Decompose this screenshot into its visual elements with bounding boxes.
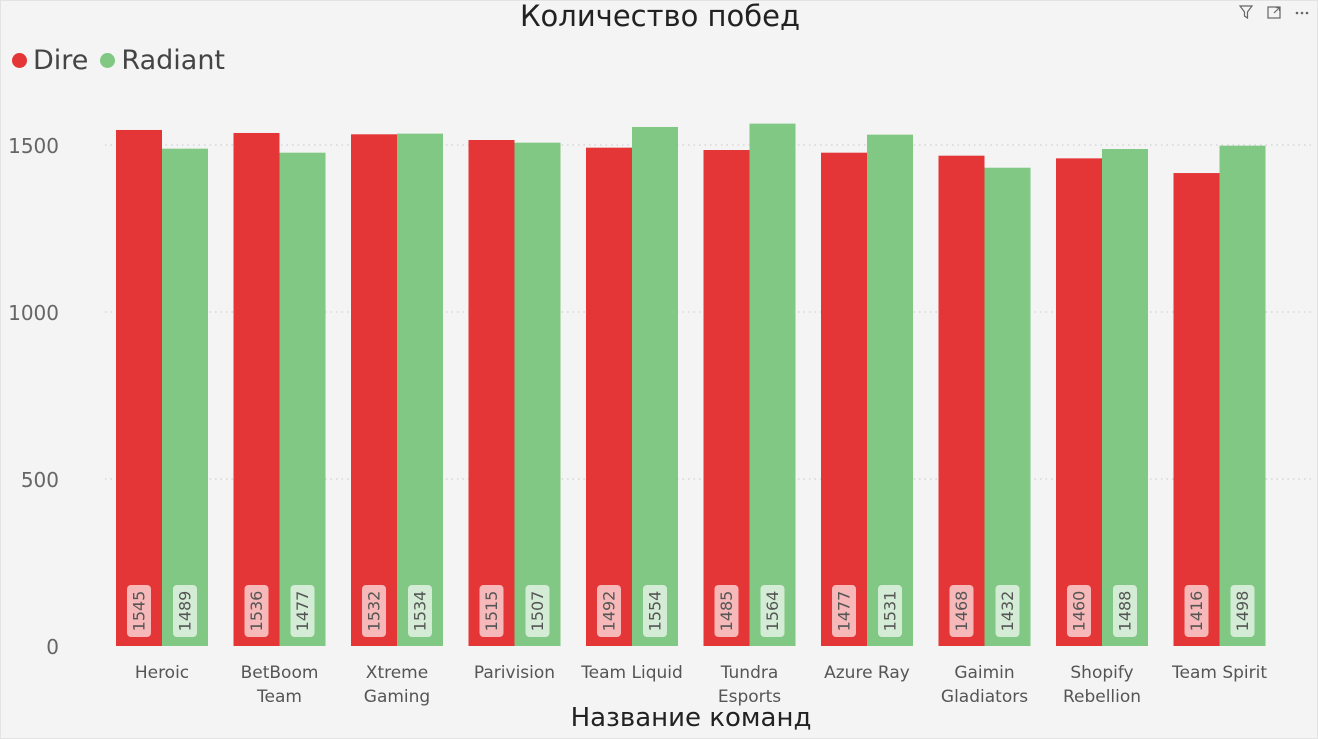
data-label-radiant: 1477	[293, 591, 312, 632]
x-axis-title: Название команд	[570, 703, 812, 733]
data-label-box-dire	[714, 585, 739, 637]
bar-radiant	[632, 126, 678, 647]
data-label-box-dire	[1067, 585, 1091, 637]
data-label-dire: 1536	[247, 591, 266, 632]
bar-radiant	[1219, 145, 1266, 646]
bar-dire	[586, 147, 632, 646]
x-tick-label: Azure Ray	[824, 663, 910, 683]
data-label-radiant: 1534	[411, 591, 430, 632]
data-label-box-dire	[244, 585, 269, 637]
x-tick-label: Gaming	[364, 687, 430, 707]
bar-dire	[703, 150, 750, 646]
legend-marker-dire	[12, 53, 27, 68]
data-label-dire: 1515	[482, 591, 501, 632]
bar-radiant	[1102, 149, 1148, 646]
data-label-box-dire	[1184, 585, 1209, 637]
data-label-dire: 1545	[130, 591, 149, 632]
x-tick-label: Tundra	[720, 663, 779, 683]
x-tick-label: Team	[256, 687, 302, 707]
data-label-radiant: 1432	[998, 591, 1017, 632]
data-label-box-dire	[597, 585, 621, 637]
bar-dire	[1173, 173, 1220, 646]
x-tick-label: Gaimin	[954, 663, 1014, 683]
x-tick-label: Xtreme	[366, 663, 428, 683]
legend-item-radiant[interactable]: Radiant	[100, 45, 225, 76]
data-label-box-radiant	[1230, 585, 1255, 637]
data-label-radiant: 1531	[881, 591, 900, 632]
x-tick-label: Shopify	[1070, 663, 1133, 683]
bar-radiant	[867, 134, 913, 646]
data-label-radiant: 1564	[763, 591, 782, 632]
x-tick-label: BetBoom	[241, 663, 319, 683]
chart-title: Количество побед	[519, 0, 801, 33]
data-label-box-radiant	[643, 585, 667, 637]
data-label-dire: 1468	[952, 591, 971, 632]
bar-radiant	[279, 152, 326, 646]
data-label-dire: 1492	[600, 591, 619, 632]
data-label-dire: 1532	[365, 591, 384, 632]
data-label-box-dire	[832, 585, 856, 637]
bar-dire	[116, 129, 162, 647]
data-label-box-dire	[362, 585, 386, 637]
filter-icon[interactable]	[1237, 3, 1255, 21]
x-tick-label: Parivision	[474, 663, 555, 683]
bar-radiant	[984, 167, 1031, 646]
x-tick-label: Team Liquid	[580, 663, 683, 683]
data-label-radiant: 1507	[528, 591, 547, 632]
data-label-box-radiant	[525, 585, 550, 637]
data-label-box-radiant	[290, 585, 315, 637]
bar-dire	[938, 155, 985, 647]
legend-label-radiant: Radiant	[121, 45, 226, 76]
data-label-box-radiant	[995, 585, 1020, 637]
data-label-dire: 1416	[1187, 591, 1206, 632]
data-label-box-radiant	[878, 585, 902, 637]
data-label-box-dire	[479, 585, 504, 637]
bar-radiant	[749, 123, 796, 646]
data-label-box-radiant	[760, 585, 785, 637]
data-label-box-radiant	[173, 585, 197, 637]
data-label-radiant: 1488	[1116, 591, 1135, 632]
data-label-dire: 1477	[835, 591, 854, 632]
data-label-radiant: 1554	[646, 591, 665, 632]
legend-item-dire[interactable]: Dire	[12, 45, 88, 76]
data-label-radiant: 1489	[176, 591, 195, 632]
legend-marker-radiant	[100, 53, 116, 68]
bar-dire	[351, 134, 397, 646]
data-label-radiant: 1498	[1233, 591, 1252, 632]
data-label-box-dire	[127, 585, 151, 637]
x-tick-label: Gladiators	[941, 687, 1028, 707]
x-tick-label: Rebellion	[1063, 687, 1141, 707]
bar-dire	[821, 152, 867, 646]
bar-radiant	[162, 148, 208, 646]
bar-radiant	[514, 142, 561, 647]
data-label-dire: 1485	[717, 591, 736, 632]
bar-dire	[1056, 158, 1102, 647]
focus-mode-icon[interactable]	[1265, 3, 1283, 21]
more-options-icon[interactable]	[1293, 3, 1311, 21]
bar-dire	[233, 132, 280, 646]
y-tick-label: 1000	[8, 301, 59, 325]
y-tick-label: 0	[46, 635, 59, 659]
x-tick-label: Team Spirit	[1171, 663, 1267, 683]
bar-dire	[468, 139, 515, 647]
x-tick-label: Esports	[718, 687, 781, 707]
y-tick-label: 500	[21, 468, 59, 492]
y-tick-label: 1500	[8, 134, 59, 158]
visual-header	[1237, 3, 1311, 21]
data-label-box-dire	[949, 585, 974, 637]
legend: Dire Radiant	[12, 45, 237, 76]
data-label-box-radiant	[1113, 585, 1137, 637]
legend-label-dire: Dire	[33, 45, 89, 76]
data-label-box-radiant	[408, 585, 432, 637]
bar-radiant	[397, 133, 443, 647]
data-label-dire: 1460	[1070, 591, 1089, 632]
x-tick-label: Heroic	[135, 663, 189, 683]
